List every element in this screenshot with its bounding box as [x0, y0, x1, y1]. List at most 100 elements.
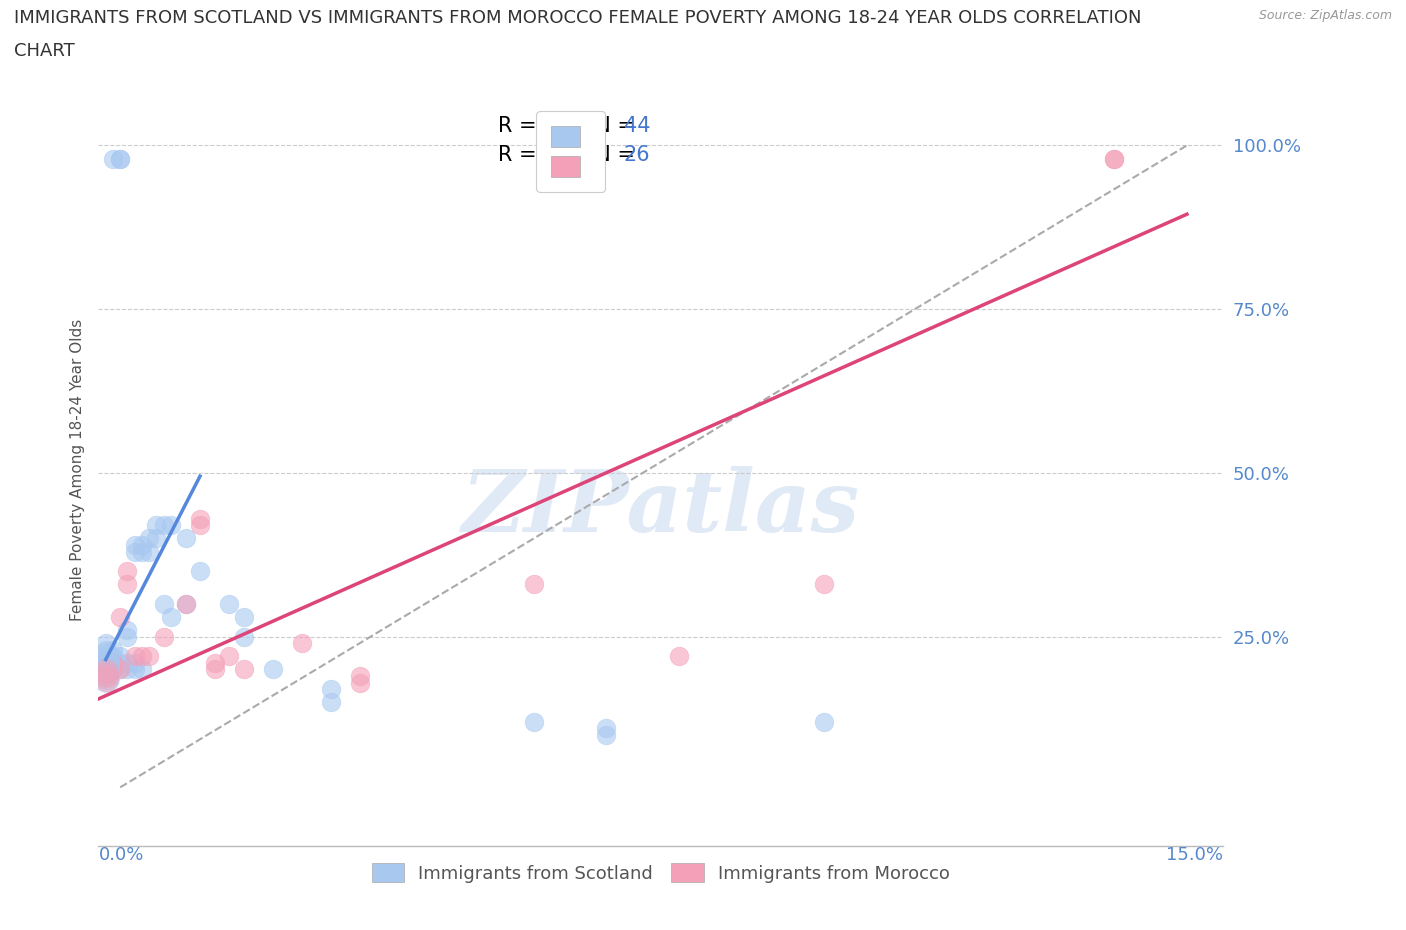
Point: [131, 649, 153, 664]
Point: [152, 518, 174, 533]
Point: [131, 544, 153, 559]
Point: [319, 682, 342, 697]
Point: [94, 667, 117, 682]
Point: [1104, 151, 1126, 166]
Point: [94, 649, 117, 664]
Point: [108, 662, 131, 677]
Point: [1104, 151, 1126, 166]
Point: [94, 656, 117, 671]
Text: ZIPatlas: ZIPatlas: [461, 466, 860, 549]
Point: [232, 662, 254, 677]
Point: [94, 671, 117, 686]
Point: [117, 564, 139, 578]
Point: [117, 662, 139, 677]
Point: [101, 656, 124, 671]
Point: [94, 658, 117, 673]
Point: [145, 531, 167, 546]
Point: [101, 662, 124, 677]
Point: [101, 656, 124, 671]
Point: [94, 652, 117, 667]
Text: 0.0%: 0.0%: [98, 846, 143, 864]
Text: R =: R =: [498, 116, 543, 136]
Point: [94, 656, 117, 671]
Text: IMMIGRANTS FROM SCOTLAND VS IMMIGRANTS FROM MOROCCO FEMALE POVERTY AMONG 18-24 Y: IMMIGRANTS FROM SCOTLAND VS IMMIGRANTS F…: [14, 9, 1142, 27]
Point: [117, 577, 139, 591]
Point: [108, 609, 131, 624]
Text: R =: R =: [498, 145, 543, 165]
Point: [108, 151, 131, 166]
Point: [232, 609, 254, 624]
Point: [117, 630, 139, 644]
Point: [668, 649, 690, 664]
Text: CHART: CHART: [14, 42, 75, 60]
Point: [94, 656, 117, 671]
Text: N =: N =: [582, 116, 641, 136]
Point: [124, 662, 146, 677]
Point: [813, 577, 835, 591]
Point: [108, 656, 131, 671]
Text: N =: N =: [582, 145, 641, 165]
Point: [188, 512, 211, 526]
Text: 44: 44: [624, 116, 650, 136]
Point: [523, 714, 546, 729]
Point: [131, 662, 153, 677]
Point: [160, 518, 183, 533]
Point: [291, 636, 314, 651]
Point: [94, 662, 117, 677]
Point: [595, 727, 617, 742]
Point: [138, 649, 160, 664]
Point: [124, 649, 146, 664]
Point: [188, 564, 211, 578]
Point: [262, 662, 284, 677]
Text: 15.0%: 15.0%: [1166, 846, 1223, 864]
Text: 26: 26: [624, 145, 651, 165]
Point: [813, 714, 835, 729]
Point: [101, 643, 124, 658]
Point: [131, 538, 153, 552]
Point: [204, 656, 226, 671]
Point: [101, 662, 124, 677]
Point: [94, 671, 117, 686]
Text: 0.795: 0.795: [540, 145, 600, 165]
Point: [108, 151, 131, 166]
Point: [94, 662, 117, 677]
Text: Source: ZipAtlas.com: Source: ZipAtlas.com: [1258, 9, 1392, 22]
Point: [94, 669, 117, 684]
Y-axis label: Female Poverty Among 18-24 Year Olds: Female Poverty Among 18-24 Year Olds: [69, 318, 84, 621]
Point: [94, 665, 117, 680]
Point: [117, 656, 139, 671]
Point: [117, 623, 139, 638]
Point: [124, 544, 146, 559]
Point: [152, 630, 174, 644]
Point: [349, 669, 371, 684]
Point: [218, 649, 240, 664]
Point: [174, 596, 197, 611]
Point: [138, 544, 160, 559]
Point: [218, 596, 240, 611]
Point: [188, 518, 211, 533]
Point: [94, 662, 117, 677]
Point: [174, 596, 197, 611]
Point: [101, 649, 124, 664]
Point: [101, 151, 124, 166]
Point: [204, 662, 226, 677]
Point: [595, 721, 617, 736]
Point: [138, 531, 160, 546]
Point: [232, 630, 254, 644]
Legend: Immigrants from Scotland, Immigrants from Morocco: Immigrants from Scotland, Immigrants fro…: [364, 857, 957, 890]
Point: [152, 596, 174, 611]
Point: [145, 518, 167, 533]
Point: [94, 663, 117, 678]
Point: [160, 609, 183, 624]
Point: [94, 643, 117, 658]
Point: [174, 531, 197, 546]
Point: [94, 649, 117, 664]
Point: [108, 662, 131, 677]
Point: [94, 636, 117, 651]
Point: [124, 538, 146, 552]
Point: [124, 656, 146, 671]
Point: [319, 695, 342, 710]
Text: 0.261: 0.261: [540, 116, 600, 136]
Point: [108, 649, 131, 664]
Point: [349, 675, 371, 690]
